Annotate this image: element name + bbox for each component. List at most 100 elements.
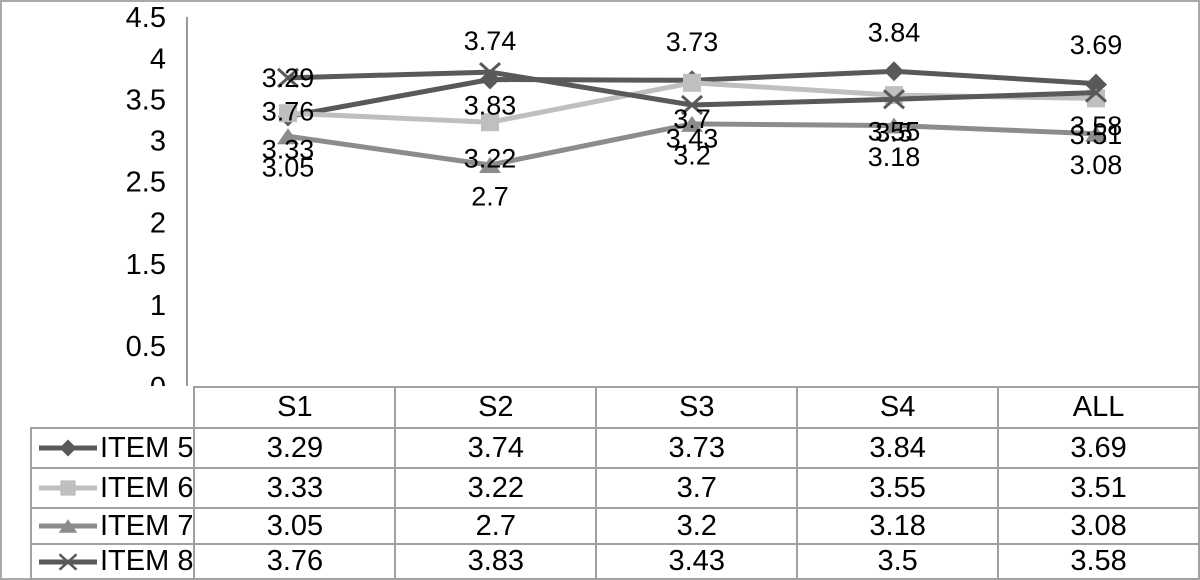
column-header-all: ALL	[997, 386, 1200, 429]
triangle-marker-icon	[479, 157, 501, 173]
triangle-marker-icon	[1085, 125, 1107, 142]
table-row-item-5: ITEM 5 3.29 3.74 3.73 3.84 3.69	[29, 427, 1200, 469]
data-label: 3.08	[1070, 150, 1123, 180]
value-cell: 3.18	[796, 507, 1000, 545]
x-marker-icon	[882, 89, 906, 110]
series-name-label: ITEM 6	[100, 471, 194, 504]
data-label: 3.7	[673, 104, 711, 134]
square-marker-icon	[60, 480, 76, 496]
value-cell: 3.83	[394, 543, 598, 580]
y-axis-tick-label: 1	[150, 290, 166, 322]
data-label: 3.74	[464, 26, 517, 56]
y-axis-tick-label: 4.5	[126, 2, 166, 34]
series-name-label: ITEM 5	[100, 431, 194, 464]
value-cell: 3.74	[394, 427, 598, 469]
square-marker-icon	[481, 113, 499, 132]
legend-entry: ITEM 6	[33, 471, 194, 504]
legend-entry: ITEM 8	[33, 545, 194, 577]
value-cell: 3.7	[595, 467, 799, 509]
x-marker-icon	[1084, 82, 1108, 103]
data-label: 3.05	[262, 153, 315, 183]
value-cell: 3.73	[595, 427, 799, 469]
legend-swatch	[39, 519, 97, 533]
y-axis-tick-label: 2.5	[126, 167, 166, 199]
legend-swatch	[39, 552, 97, 571]
data-label: 3.43	[666, 123, 719, 153]
table-row-item-6: ITEM 6 3.33 3.22 3.7 3.55 3.51	[29, 467, 1200, 509]
value-cell: 3.84	[796, 427, 1000, 469]
x-marker-icon	[58, 552, 78, 571]
y-axis-tick-label: 2	[150, 208, 166, 240]
x-marker-icon	[276, 67, 300, 88]
data-label: 3.51	[1070, 120, 1123, 150]
y-axis-tick-label: 3.5	[126, 84, 166, 116]
triangle-marker-icon	[883, 117, 905, 134]
data-label: 3.55	[868, 117, 921, 147]
value-cell: 3.08	[997, 507, 1200, 545]
square-marker-icon	[279, 104, 297, 123]
value-cell: 3.58	[997, 543, 1200, 580]
legend-entry: ITEM 7	[33, 509, 194, 542]
value-cell: 3.51	[997, 467, 1200, 509]
triangle-marker-icon	[681, 115, 703, 132]
series-item-8	[276, 61, 1108, 116]
series-item-7	[277, 115, 1107, 173]
value-cell: 3.22	[394, 467, 598, 509]
triangle-marker-icon	[277, 128, 299, 145]
column-header-s1: S1	[193, 386, 397, 429]
value-cell: 3.05	[193, 507, 397, 545]
chart-data-table: S1 S2 S3 S4 ALL ITEM 5 3.29 3.74 3.73 3.84 3.69 ITE…	[29, 386, 1200, 580]
value-cell: 3.55	[796, 467, 1000, 509]
value-cell: 3.43	[595, 543, 799, 580]
value-cell: 3.5	[796, 543, 1000, 580]
y-axis-tick-label: 3	[150, 125, 166, 157]
series-legend-cell: ITEM 8	[29, 543, 196, 580]
triangle-marker-icon	[58, 519, 78, 533]
diamond-marker-icon	[59, 439, 77, 457]
table-row-item-7: ITEM 7 3.05 2.7 3.2 3.18 3.08	[29, 507, 1200, 545]
value-cell: 3.2	[595, 507, 799, 545]
column-header-s4: S4	[796, 386, 1000, 429]
table-corner-cell	[31, 387, 194, 428]
data-label: 3.84	[868, 18, 921, 48]
legend-swatch	[39, 439, 97, 457]
table-header-row: S1 S2 S3 S4 ALL	[31, 386, 1200, 429]
data-label: 3.58	[1070, 111, 1123, 141]
data-label: 3.18	[868, 142, 921, 172]
y-axis-tick-label: 0	[150, 372, 166, 386]
data-label: 3.76	[262, 96, 315, 126]
diamond-marker-icon	[884, 61, 904, 82]
series-name-label: ITEM 8	[100, 545, 194, 577]
column-header-s3: S3	[595, 386, 799, 429]
data-label: 3.2	[673, 140, 711, 170]
y-axis-tick-label: 1.5	[126, 249, 166, 281]
column-header-s2: S2	[394, 386, 598, 429]
series-name-label: ITEM 7	[100, 509, 194, 542]
value-cell: 3.76	[193, 543, 397, 580]
x-marker-icon	[478, 61, 502, 83]
series-legend-cell: ITEM 7	[29, 507, 196, 545]
data-label: 3.83	[464, 91, 517, 121]
value-cell: 3.33	[193, 467, 397, 509]
y-axis-tick-label: 4	[150, 43, 166, 75]
data-label: 3.73	[666, 27, 719, 57]
series-legend-cell: ITEM 6	[29, 467, 196, 509]
value-cell: 3.69	[997, 427, 1200, 469]
data-label: 3.22	[464, 144, 517, 174]
legend-swatch	[39, 480, 97, 496]
table-row-item-8: ITEM 8 3.76 3.83 3.43 3.5 3.58	[29, 543, 1200, 580]
data-label: 3.29	[262, 63, 315, 93]
legend-entry: ITEM 5	[33, 431, 194, 464]
square-marker-icon	[683, 73, 701, 92]
y-axis-tick-label: 0.5	[126, 331, 166, 363]
data-label: 3.33	[262, 135, 315, 165]
data-label: 3.69	[1070, 30, 1123, 60]
data-label: 2.7	[471, 181, 509, 211]
x-marker-icon	[680, 94, 704, 116]
value-cell: 2.7	[394, 507, 598, 545]
line-chart-plot-area: 4.5 4 3.5 3 2.5 2 1.5 1 0.5 0 3.29 3.74 3.73 3.84 3.69…	[126, 2, 1123, 386]
series-legend-cell: ITEM 5	[29, 427, 196, 469]
data-label: 3.5	[875, 118, 913, 148]
value-cell: 3.29	[193, 427, 397, 469]
